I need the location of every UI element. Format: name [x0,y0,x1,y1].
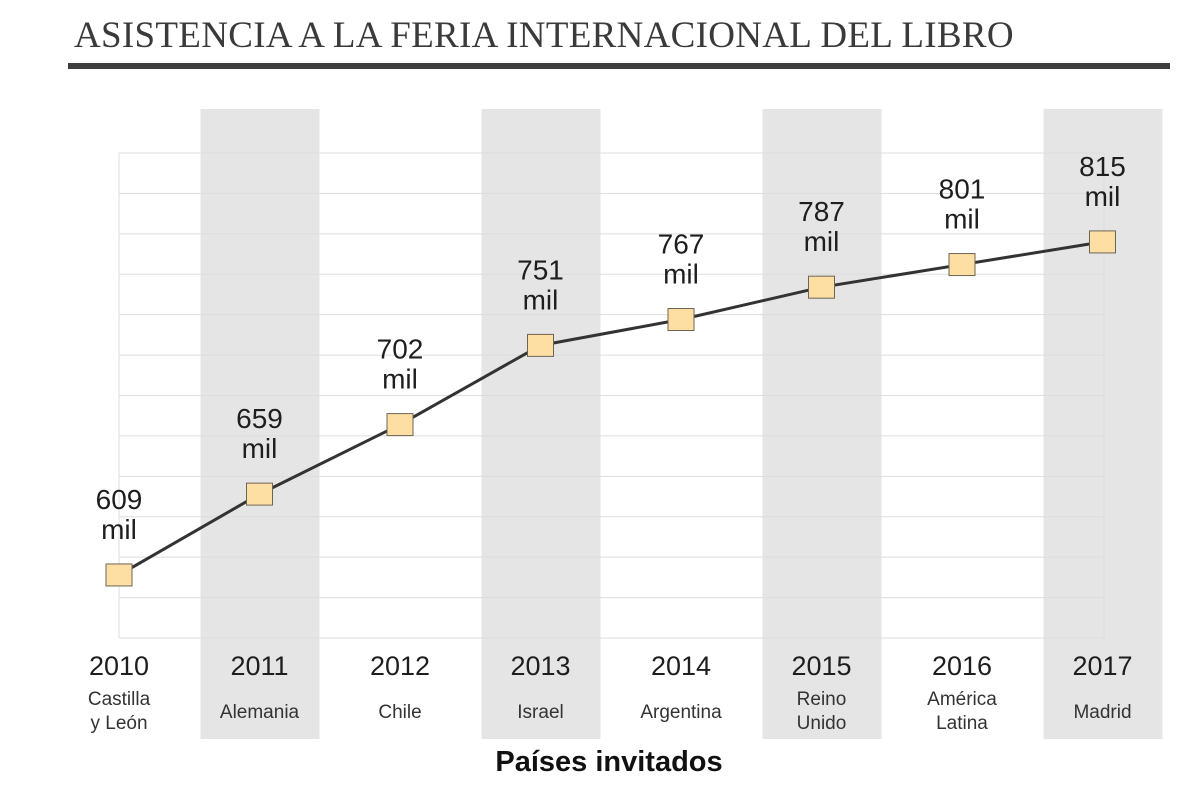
title-rule [68,63,1170,69]
guest-country-line: Alemania [220,702,300,723]
value-number: 767 [658,229,705,260]
guest-country-label: Alemania [220,702,300,723]
data-point-2010 [105,563,133,587]
guest-country-line: Chile [378,702,421,723]
data-point-2013 [527,333,554,357]
guest-country-line: Castilla [88,689,151,710]
value-unit: mil [1085,181,1121,212]
value-number: 787 [798,196,845,227]
band-2013 [481,109,601,739]
guest-country-label: Chile [378,702,421,723]
data-point-2012 [386,413,414,437]
year-label-2012: 2012 [370,651,430,681]
value-number: 609 [96,484,143,515]
value-number: 751 [517,254,564,285]
year-label-2013: 2013 [510,651,570,681]
value-label-2014: 767 mil [658,229,705,290]
year-label-2015: 2015 [791,651,851,681]
value-label-2016: 801 mil [939,174,986,235]
year-label-2011: 2011 [230,651,288,681]
value-unit: mil [804,226,840,257]
guest-country-label: América Latina [927,689,997,734]
data-point-2016 [948,253,976,277]
guest-country-line: y León [90,713,147,734]
value-label-2013: 751 mil [517,254,564,315]
data-point-2014 [667,308,695,332]
value-label-2017: 815 mil [1079,151,1126,212]
value-label-2015: 787 mil [798,196,845,257]
guest-country-line: Madrid [1073,702,1131,723]
value-label-2011: 659 mil [236,403,283,464]
guest-country-label: Argentina [640,702,722,723]
value-unit: mil [382,364,418,395]
year-label-2014: 2014 [651,651,711,681]
grid-lines [118,152,1105,639]
value-number: 801 [939,174,986,205]
value-unit: mil [523,284,559,315]
value-unit: mil [944,204,980,235]
band-2011 [200,109,320,739]
guest-country-line: Latina [936,713,988,734]
guest-country-label: Reino Unido [797,689,847,734]
value-number: 659 [236,403,283,434]
attendance-series [105,230,1116,587]
x-axis-labels: 2010 Castilla y León 2011 Alemania 2012 Chile 2… [88,651,1133,734]
year-label-2010: 2010 [89,651,149,681]
value-unit: mil [663,259,699,290]
value-number: 702 [377,334,424,365]
alternating-bands [200,109,1163,739]
value-label-2010: 609 mil [96,484,143,545]
chart-title: ASISTENCIA A LA FERIA INTERNACIONAL DEL … [74,15,1014,56]
guest-country-label: Israel [517,702,563,723]
x-axis-title: Países invitados [495,746,723,778]
value-label-2012: 702 mil [377,334,424,395]
value-number: 815 [1079,151,1126,182]
series-line [118,240,1103,577]
guest-country-line: Israel [517,702,563,723]
band-2015 [762,109,882,739]
year-label-2017: 2017 [1072,651,1132,681]
data-point-2015 [808,275,835,299]
guest-country-line: Reino [797,689,847,710]
guest-country-label: Castilla y León [88,689,151,734]
guest-country-line: Argentina [640,702,722,723]
guest-country-line: Unido [797,713,847,734]
band-2017 [1043,109,1163,739]
guest-country-line: América [927,689,997,710]
value-unit: mil [101,514,137,545]
data-point-2017 [1089,230,1116,254]
data-point-2011 [246,482,273,506]
guest-country-label: Madrid [1073,702,1131,723]
value-unit: mil [242,433,278,464]
year-label-2016: 2016 [932,651,992,681]
